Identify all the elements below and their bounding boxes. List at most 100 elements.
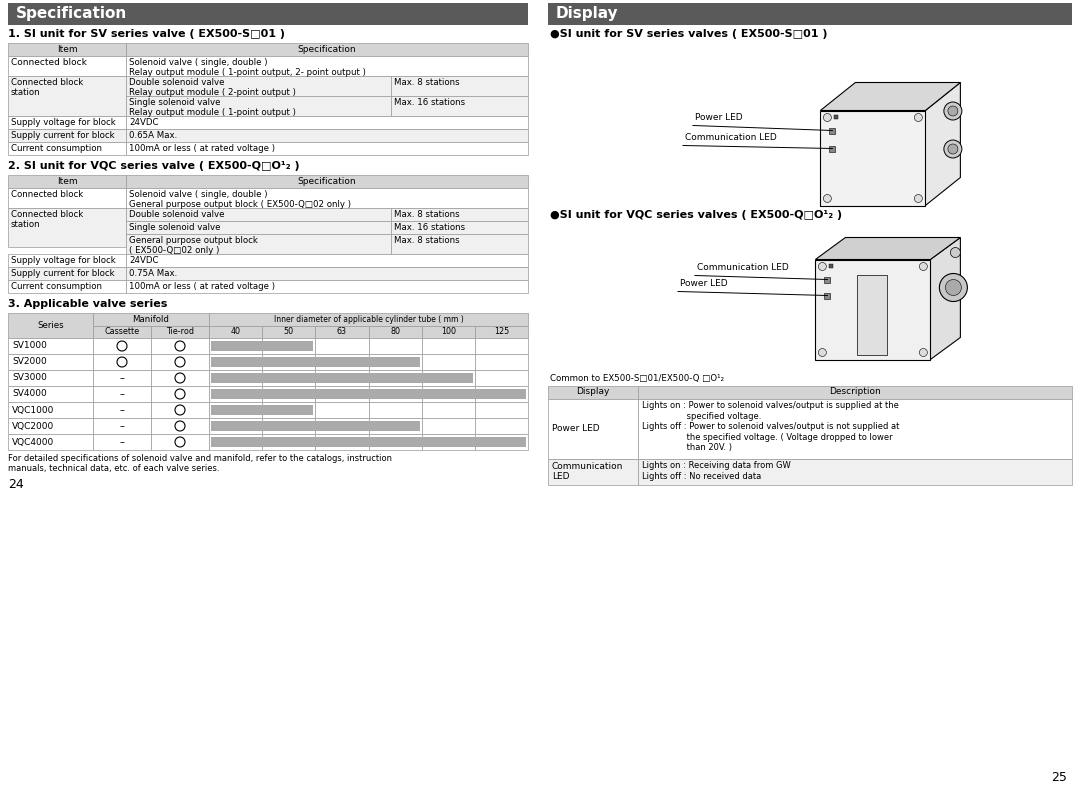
Bar xyxy=(126,96,391,116)
Bar xyxy=(8,354,93,370)
Text: 40: 40 xyxy=(231,327,241,337)
Bar xyxy=(151,434,210,450)
Circle shape xyxy=(944,140,962,158)
Bar xyxy=(315,326,368,338)
Text: Communication
LED: Communication LED xyxy=(552,462,623,481)
Text: 50: 50 xyxy=(284,327,294,337)
Bar xyxy=(475,370,528,386)
Text: SV3000: SV3000 xyxy=(12,373,46,382)
Bar xyxy=(126,43,528,56)
Text: 3. Applicable valve series: 3. Applicable valve series xyxy=(8,299,167,309)
Bar xyxy=(8,188,126,208)
Bar xyxy=(211,357,420,367)
Bar xyxy=(548,398,638,459)
Bar xyxy=(211,341,313,351)
Bar xyxy=(126,208,391,221)
Text: Common to EX500-S□01/EX500-Q □O¹₂: Common to EX500-S□01/EX500-Q □O¹₂ xyxy=(550,373,724,382)
Bar xyxy=(8,3,528,25)
Bar xyxy=(315,338,368,354)
Bar xyxy=(548,3,1072,25)
Bar xyxy=(391,96,528,116)
Bar xyxy=(126,116,528,129)
Bar xyxy=(829,128,836,133)
Text: VQC1000: VQC1000 xyxy=(12,405,54,414)
Bar xyxy=(151,354,210,370)
Bar xyxy=(8,254,126,267)
Bar xyxy=(475,338,528,354)
Bar xyxy=(8,76,126,116)
Bar xyxy=(211,405,313,415)
Bar xyxy=(368,370,421,386)
Bar xyxy=(368,354,421,370)
Bar xyxy=(262,326,315,338)
Circle shape xyxy=(944,102,962,120)
Bar xyxy=(821,110,926,206)
Bar xyxy=(822,263,825,267)
Bar xyxy=(8,116,126,129)
Bar xyxy=(151,418,210,434)
Bar xyxy=(151,370,210,386)
Bar xyxy=(315,402,368,418)
Bar xyxy=(835,114,838,118)
Bar xyxy=(368,418,421,434)
Bar xyxy=(211,421,420,431)
Bar xyxy=(548,385,638,398)
Bar xyxy=(93,386,151,402)
Bar xyxy=(638,385,1072,398)
Text: Item: Item xyxy=(56,45,78,54)
Text: 24VDC: 24VDC xyxy=(129,256,159,265)
Text: Description: Description xyxy=(829,388,881,397)
Bar xyxy=(548,459,638,484)
Bar xyxy=(262,354,315,370)
Bar xyxy=(421,386,475,402)
Bar xyxy=(126,234,391,254)
Bar xyxy=(262,386,315,402)
Text: Max. 8 stations: Max. 8 stations xyxy=(394,210,460,219)
Text: 25: 25 xyxy=(1051,771,1067,784)
Bar xyxy=(315,370,368,386)
Text: 0.75A Max.: 0.75A Max. xyxy=(129,269,177,278)
Text: Supply voltage for block: Supply voltage for block xyxy=(11,256,116,265)
Text: VQC2000: VQC2000 xyxy=(12,421,54,430)
Bar xyxy=(8,129,126,142)
Bar xyxy=(826,114,831,118)
Text: Single solenoid valve
Relay output module ( 1-point output ): Single solenoid valve Relay output modul… xyxy=(129,98,296,117)
Bar xyxy=(211,389,526,399)
Text: Single solenoid valve: Single solenoid valve xyxy=(129,223,220,232)
Text: 2. SI unit for VQC series valve ( EX500-Q□O¹₂ ): 2. SI unit for VQC series valve ( EX500-… xyxy=(8,161,299,171)
Bar xyxy=(421,418,475,434)
Bar xyxy=(211,373,473,383)
Text: 24: 24 xyxy=(8,478,24,491)
Bar xyxy=(391,221,528,234)
Bar xyxy=(210,338,262,354)
Bar xyxy=(829,145,836,152)
Bar xyxy=(151,326,210,338)
Circle shape xyxy=(919,349,928,357)
Bar xyxy=(8,267,126,280)
Text: Tie-rod: Tie-rod xyxy=(166,327,194,337)
Text: Specification: Specification xyxy=(298,45,356,54)
Text: Display: Display xyxy=(577,388,610,397)
Text: Connected block: Connected block xyxy=(11,58,86,67)
Text: Connected block: Connected block xyxy=(11,190,83,199)
Bar xyxy=(262,434,315,450)
Bar xyxy=(210,326,262,338)
Text: Cassette: Cassette xyxy=(105,327,139,337)
Text: Connected block
station: Connected block station xyxy=(11,210,83,229)
Bar xyxy=(368,402,421,418)
Bar xyxy=(315,354,368,370)
Bar xyxy=(368,338,421,354)
Bar xyxy=(126,56,528,76)
Bar xyxy=(126,221,391,234)
Text: –: – xyxy=(120,373,124,383)
Polygon shape xyxy=(926,82,960,206)
Bar xyxy=(210,354,262,370)
Bar xyxy=(126,76,391,96)
Circle shape xyxy=(819,349,826,357)
Bar xyxy=(368,386,421,402)
Circle shape xyxy=(823,113,832,121)
Text: For detailed specifications of solenoid valve and manifold, refer to the catalog: For detailed specifications of solenoid … xyxy=(8,454,392,473)
Bar xyxy=(824,293,831,298)
Text: Double solenoid valve: Double solenoid valve xyxy=(129,210,225,219)
Bar xyxy=(126,280,528,293)
